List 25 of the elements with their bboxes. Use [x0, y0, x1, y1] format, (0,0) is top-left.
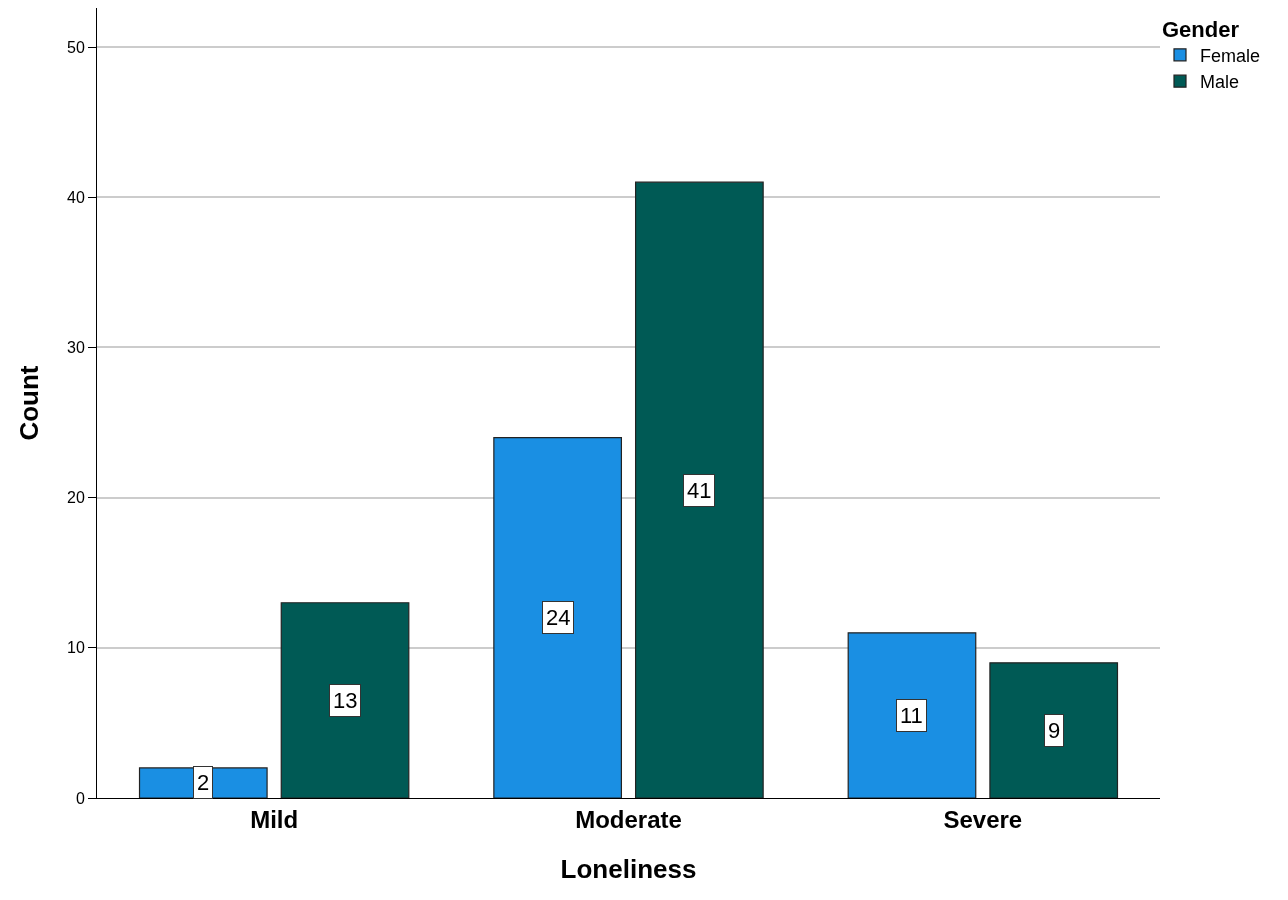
x-tick-label: Mild	[250, 805, 299, 833]
data-label: 41	[687, 478, 712, 503]
data-label: 2	[197, 770, 210, 795]
x-tick-label: Severe	[943, 805, 1023, 833]
y-tick-label: 40	[67, 188, 85, 206]
y-tick-label: 0	[75, 789, 85, 807]
bar	[493, 436, 623, 798]
y-tick-label: 20	[67, 489, 85, 507]
bar	[280, 602, 410, 798]
y-tick-label: 30	[67, 339, 85, 357]
data-label: 9	[1048, 718, 1061, 743]
data-label: 24	[546, 605, 571, 630]
bar	[847, 632, 977, 798]
data-label: 13	[333, 688, 358, 713]
y-axis-title: Count	[14, 365, 45, 441]
legend-label: Female	[1200, 45, 1261, 66]
bar	[989, 662, 1119, 798]
x-tick-label: Moderate	[575, 805, 682, 833]
legend-title: Gender	[1162, 16, 1240, 42]
y-tick-label: 10	[67, 639, 85, 657]
bar	[634, 181, 764, 798]
legend-label: Male	[1200, 72, 1240, 93]
y-tick-label: 50	[67, 38, 85, 56]
x-axis-title: Loneliness	[560, 854, 697, 885]
data-label: 11	[900, 703, 923, 728]
